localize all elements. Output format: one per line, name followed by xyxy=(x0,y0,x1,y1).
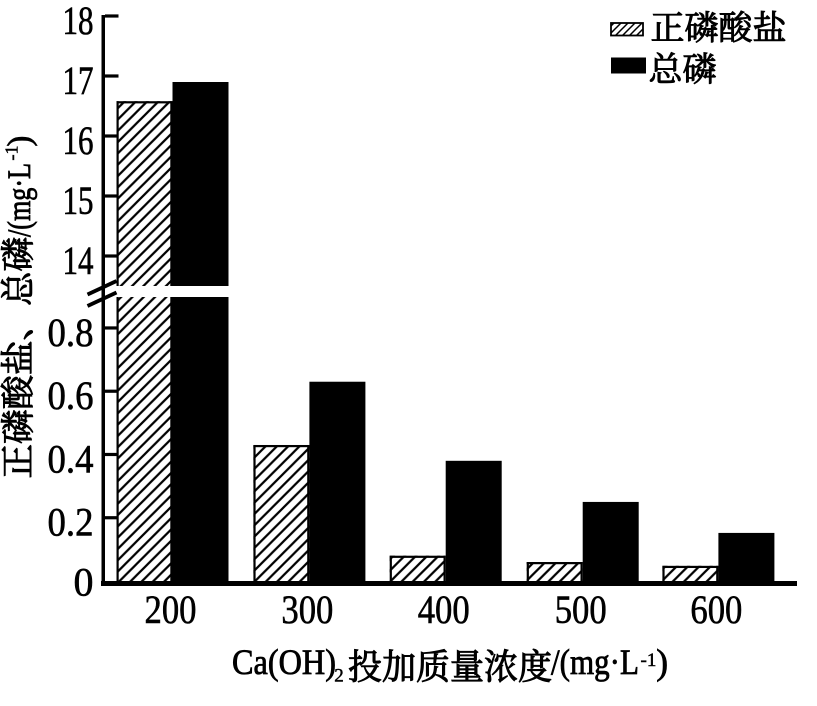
svg-text:15: 15 xyxy=(63,178,94,223)
svg-text:-1: -1 xyxy=(2,146,22,161)
svg-text:400: 400 xyxy=(418,587,470,632)
svg-text:): ) xyxy=(656,642,668,682)
svg-text:/(mg·L: /(mg·L xyxy=(551,642,639,682)
svg-text:0: 0 xyxy=(74,560,94,605)
svg-text:0.4: 0.4 xyxy=(48,437,94,482)
svg-text:300: 300 xyxy=(281,587,333,632)
svg-text:500: 500 xyxy=(555,587,607,632)
svg-text:Ca(OH): Ca(OH) xyxy=(232,642,336,682)
svg-text:0.8: 0.8 xyxy=(48,310,94,355)
svg-text:/(mg·L: /(mg·L xyxy=(2,163,38,237)
svg-text:600: 600 xyxy=(690,587,742,632)
svg-text:0.6: 0.6 xyxy=(48,373,94,418)
svg-text:0.2: 0.2 xyxy=(48,500,94,545)
svg-text:-1: -1 xyxy=(641,650,657,671)
svg-text:14: 14 xyxy=(63,238,94,283)
svg-text:17: 17 xyxy=(63,58,94,103)
svg-text:18: 18 xyxy=(63,0,94,43)
svg-text:): ) xyxy=(2,136,38,147)
svg-text:16: 16 xyxy=(63,118,94,163)
svg-text:2: 2 xyxy=(334,666,344,687)
svg-text:200: 200 xyxy=(145,587,197,632)
